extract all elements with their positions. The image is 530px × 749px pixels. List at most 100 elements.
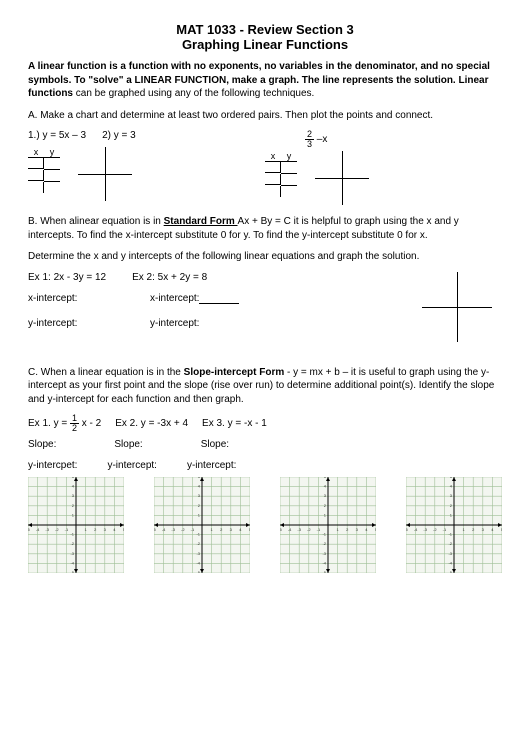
svg-text:-5: -5 — [28, 527, 31, 532]
course-code: MAT 1033 - Review Section 3 — [28, 22, 502, 37]
svg-text:4: 4 — [113, 527, 116, 532]
svg-text:2: 2 — [324, 503, 327, 508]
c-ex3: Ex 3. y = -x - 1 — [202, 418, 267, 429]
problem-1-label: 1.) y = 5x – 3 — [28, 130, 86, 141]
blank-axes-1 — [78, 147, 132, 201]
svg-text:2: 2 — [72, 503, 75, 508]
svg-text:3: 3 — [72, 493, 75, 498]
y-header: y — [44, 147, 60, 157]
svg-text:-4: -4 — [162, 527, 166, 532]
svg-text:-2: -2 — [448, 541, 452, 546]
section-b-determine: Determine the x and y intercepts of the … — [28, 250, 502, 264]
svg-text:3: 3 — [356, 527, 359, 532]
fraction-1-2: 12 — [70, 414, 79, 433]
svg-text:3: 3 — [230, 527, 233, 532]
fraction-2-3: 2 3 — [305, 130, 314, 149]
c-lead1: C. When a linear equation is in the — [28, 367, 184, 378]
svg-text:-1: -1 — [317, 527, 321, 532]
svg-text:-5: -5 — [154, 527, 157, 532]
section-a-instr: A. Make a chart and determine at least t… — [28, 109, 502, 123]
svg-text:2: 2 — [94, 527, 97, 532]
b-ex1-yint: y-intercept: — [28, 318, 124, 329]
x-header-2: x — [265, 151, 281, 161]
svg-text:1: 1 — [84, 527, 87, 532]
c-slope-3: Slope: — [201, 439, 229, 450]
svg-text:3: 3 — [450, 493, 453, 498]
svg-text:1: 1 — [210, 527, 213, 532]
svg-text:-1: -1 — [196, 532, 200, 537]
section-c-intro: C. When a linear equation is in the Slop… — [28, 366, 502, 407]
svg-text:5: 5 — [501, 527, 502, 532]
svg-text:-4: -4 — [36, 527, 40, 532]
x-header: x — [28, 147, 44, 157]
svg-text:3: 3 — [104, 527, 107, 532]
svg-text:5: 5 — [375, 527, 376, 532]
svg-text:4: 4 — [450, 484, 453, 489]
xy-table-2: xy — [265, 151, 297, 197]
standard-form-term: Standard Form — [164, 216, 238, 227]
svg-text:-3: -3 — [171, 527, 175, 532]
b-ex2-xint: x-intercept: — [150, 293, 239, 304]
svg-text:-4: -4 — [288, 527, 292, 532]
frac-tail: –x — [314, 134, 327, 145]
coordinate-grid-1: -5-5-4-4-3-3-2-2-1-11122334455 — [28, 477, 124, 573]
svg-text:-5: -5 — [448, 570, 452, 573]
svg-text:4: 4 — [491, 527, 494, 532]
svg-text:3: 3 — [324, 493, 327, 498]
svg-text:-1: -1 — [443, 527, 447, 532]
problem-2-label: 2) y = 3 — [102, 130, 136, 141]
svg-text:1: 1 — [324, 512, 327, 517]
svg-text:2: 2 — [346, 527, 349, 532]
svg-text:-5: -5 — [406, 527, 409, 532]
svg-text:-3: -3 — [322, 551, 326, 556]
svg-text:4: 4 — [324, 484, 327, 489]
svg-text:-5: -5 — [70, 570, 74, 573]
svg-text:-2: -2 — [70, 541, 74, 546]
intro-tail: can be graphed using any of the followin… — [73, 88, 314, 99]
svg-text:-1: -1 — [322, 532, 326, 537]
svg-text:4: 4 — [239, 527, 242, 532]
svg-text:-4: -4 — [70, 560, 74, 565]
svg-text:-1: -1 — [191, 527, 195, 532]
slope-intercept-term: Slope-intercept Form — [184, 367, 285, 378]
svg-text:-1: -1 — [448, 532, 452, 537]
b-ex2-yint: y-intercept: — [150, 318, 199, 329]
svg-text:-5: -5 — [280, 527, 283, 532]
c-slope-2: Slope: — [114, 439, 142, 450]
blank-axes-2 — [315, 151, 369, 205]
svg-text:-3: -3 — [196, 551, 200, 556]
c-yint-1: y-intercpet: — [28, 460, 77, 471]
svg-text:2: 2 — [220, 527, 223, 532]
coordinate-grid-2: -5-5-4-4-3-3-2-2-1-11122334455 — [154, 477, 250, 573]
page-title: Graphing Linear Functions — [28, 37, 502, 52]
svg-text:1: 1 — [462, 527, 465, 532]
y-header-2: y — [281, 151, 297, 161]
svg-text:5: 5 — [123, 527, 124, 532]
svg-text:-2: -2 — [307, 527, 311, 532]
c-yint-3: y-intercept: — [187, 460, 236, 471]
svg-text:-4: -4 — [414, 527, 418, 532]
xy-table-1: xy — [28, 147, 60, 193]
coordinate-grid-4: -5-5-4-4-3-3-2-2-1-11122334455 — [406, 477, 502, 573]
svg-text:-1: -1 — [65, 527, 69, 532]
svg-text:2: 2 — [198, 503, 201, 508]
svg-text:-2: -2 — [196, 541, 200, 546]
svg-text:3: 3 — [482, 527, 485, 532]
c-slope-1: Slope: — [28, 439, 56, 450]
svg-text:-4: -4 — [196, 560, 200, 565]
b-lead1: B. When alinear equation is in — [28, 216, 164, 227]
svg-text:2: 2 — [472, 527, 475, 532]
svg-text:1: 1 — [198, 512, 201, 517]
coordinate-grid-3: -5-5-4-4-3-3-2-2-1-11122334455 — [280, 477, 376, 573]
svg-text:-3: -3 — [70, 551, 74, 556]
c-ex2: Ex 2. y = -3x + 4 — [115, 418, 188, 429]
blank-axes-b — [422, 272, 492, 342]
svg-text:-3: -3 — [297, 527, 301, 532]
svg-text:-2: -2 — [181, 527, 185, 532]
svg-text:4: 4 — [365, 527, 368, 532]
svg-text:-4: -4 — [322, 560, 326, 565]
b-ex1: Ex 1: 2x - 3y = 12 — [28, 272, 106, 283]
svg-text:-3: -3 — [423, 527, 427, 532]
svg-text:1: 1 — [72, 512, 75, 517]
svg-text:-2: -2 — [433, 527, 437, 532]
